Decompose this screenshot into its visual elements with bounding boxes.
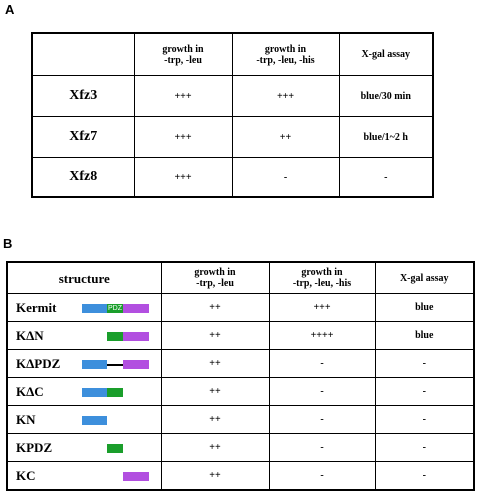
growth-trp-leu-his-value: - [268,461,376,491]
table-row: KPDZ ++ - - [6,433,475,462]
xgal-value: - [374,405,475,434]
construct-name: KΔN [16,328,44,343]
pdz-domain-segment [107,444,123,453]
table-row: Xfz8 +++ - - [31,157,434,198]
yeast-two-hybrid-table-a: growth in -trp, -leu growth in -trp, -le… [31,32,434,198]
growth-trp-leu-his-value: - [231,157,340,198]
n-domain-segment [82,360,107,369]
c-domain-segment [123,472,149,481]
deletion-linker [107,364,123,366]
construct-kdpdz: KΔPDZ [8,350,161,377]
construct-name: KPDZ [16,440,53,455]
growth-trp-leu-value: ++ [160,293,270,322]
xgal-value: - [374,377,475,406]
panel-b-label: B [3,236,13,251]
pdz-domain-segment: PDZ [107,304,123,313]
table-row: KC ++ - - [6,461,475,491]
xgal-value: blue [374,321,475,350]
xgal-value: - [374,349,475,378]
row-name: Xfz3 [31,75,135,117]
c-domain-segment [123,332,149,341]
construct-kermit: Kermit PDZ [8,294,161,321]
construct-name: Kermit [16,300,57,315]
xgal-value: - [374,433,475,462]
header-growth-trp-leu: growth in -trp, -leu [133,32,233,76]
c-domain-segment [123,360,149,369]
table-row: Kermit PDZ ++ +++ blue [6,293,475,322]
pdz-domain-segment [107,388,123,397]
n-domain-segment [82,388,107,397]
growth-trp-leu-his-value: ++ [231,116,340,158]
table-row: KΔPDZ ++ - - [6,349,475,378]
growth-trp-leu-value: ++ [160,321,270,350]
header-xgal-assay: X-gal assay [374,261,475,294]
growth-trp-leu-his-value: - [268,433,376,462]
xgal-value: blue/1~2 h [338,116,434,158]
growth-trp-leu-value: ++ [160,433,270,462]
growth-trp-leu-his-value: - [268,377,376,406]
c-domain-segment [123,304,149,313]
table-row: KΔN ++ ++++ blue [6,321,475,350]
xgal-value: blue [374,293,475,322]
pdz-domain-segment [107,332,123,341]
growth-trp-leu-value: +++ [133,75,233,117]
construct-kpdz: KPDZ [8,434,161,461]
n-domain-segment [82,416,107,425]
growth-trp-leu-his-value: +++ [231,75,340,117]
table-row: KN ++ - - [6,405,475,434]
growth-trp-leu-value: ++ [160,405,270,434]
construct-kdn: KΔN [8,322,161,349]
header-growth-trp-leu: growth in -trp, -leu [160,261,270,294]
header-blank [31,32,135,76]
construct-name: KC [16,468,36,483]
construct-name: KN [16,412,36,427]
growth-trp-leu-his-value: +++ [268,293,376,322]
growth-trp-leu-value: ++ [160,377,270,406]
panel-a-label: A [5,2,15,17]
row-name: Xfz8 [31,157,135,198]
row-name: Xfz7 [31,116,135,158]
xgal-value: - [338,157,434,198]
growth-trp-leu-value: +++ [133,157,233,198]
n-domain-segment [82,304,107,313]
construct-kn: KN [8,406,161,433]
growth-trp-leu-value: ++ [160,461,270,491]
yeast-two-hybrid-table-b: structure growth in -trp, -leu growth in… [6,261,475,491]
table-row: KΔC ++ - - [6,377,475,406]
table-row: Xfz7 +++ ++ blue/1~2 h [31,116,434,158]
growth-trp-leu-his-value: - [268,349,376,378]
construct-kc: KC [8,462,161,489]
xgal-value: - [374,461,475,491]
construct-name: KΔC [16,384,44,399]
growth-trp-leu-his-value: ++++ [268,321,376,350]
growth-trp-leu-value: ++ [160,349,270,378]
table-row: Xfz3 +++ +++ blue/30 min [31,75,434,117]
construct-kdc: KΔC [8,378,161,405]
header-growth-trp-leu-his: growth in -trp, -leu, -his [231,32,340,76]
xgal-value: blue/30 min [338,75,434,117]
header-growth-trp-leu-his: growth in -trp, -leu, -his [268,261,376,294]
construct-name: KΔPDZ [16,356,61,371]
growth-trp-leu-his-value: - [268,405,376,434]
header-structure: structure [6,261,162,294]
growth-trp-leu-value: +++ [133,116,233,158]
header-xgal-assay: X-gal assay [338,32,434,76]
